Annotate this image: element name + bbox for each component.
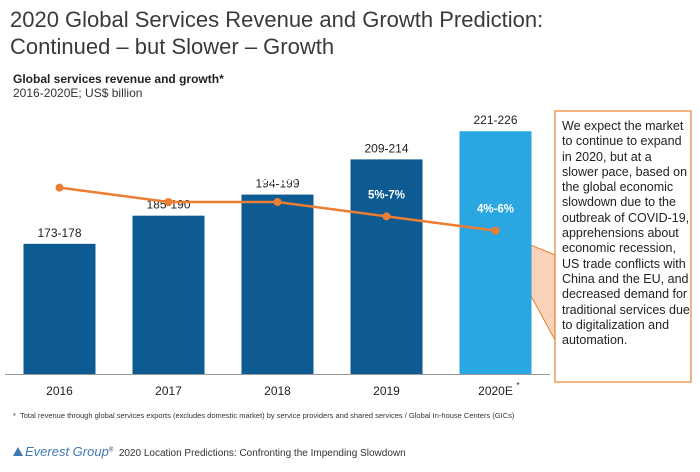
brand-registered-mark: ® xyxy=(108,447,114,454)
bar-2019 xyxy=(350,159,423,374)
growth-point xyxy=(382,212,391,221)
x-tick-label: 2018 xyxy=(264,384,291,398)
footer-text: 2020 Location Predictions: Confronting t… xyxy=(118,448,406,459)
page-title: 2020 Global Services Revenue and Growth … xyxy=(10,6,570,60)
growth-point xyxy=(491,226,500,235)
growth-point xyxy=(55,183,64,192)
growth-label: 6%-8% xyxy=(150,175,187,187)
bar-value-label: 194-199 xyxy=(255,177,299,191)
growth-point xyxy=(164,198,173,206)
growth-label: 7%-9% xyxy=(41,161,78,173)
bar-value-label: 173-178 xyxy=(37,226,81,240)
callout-text: We expect the market to continue to expa… xyxy=(562,119,690,348)
brand-logo-icon xyxy=(13,447,23,456)
chart-subtitle: Global services revenue and growth* xyxy=(13,72,224,86)
footnote-marker: * xyxy=(13,411,16,420)
bar-value-label: 221-226 xyxy=(473,113,517,127)
brand-name: Everest Group xyxy=(25,444,109,459)
chart-units: 2016-2020E; US$ billion xyxy=(13,86,143,100)
footnote-text: Total revenue through global services ex… xyxy=(19,411,515,420)
x-tick-marker: * xyxy=(517,381,520,390)
title-line-1: 2020 Global Services Revenue and Growth … xyxy=(10,7,544,32)
title-line-2: Continued – but Slower – Growth xyxy=(10,34,335,59)
bar-2016 xyxy=(23,243,96,374)
x-tick-label: 2016 xyxy=(46,384,73,398)
growth-label: 5%-7% xyxy=(368,189,405,201)
growth-label: 4%-6% xyxy=(477,204,514,216)
bar-value-label: 209-214 xyxy=(364,141,408,155)
growth-label: 6%-8% xyxy=(259,175,296,187)
callout-box xyxy=(554,110,692,383)
bar-2020E xyxy=(459,131,532,374)
footnote: * Total revenue through global services … xyxy=(13,411,514,420)
x-tick-label: 2019 xyxy=(373,384,400,398)
bar-2017 xyxy=(132,215,205,374)
growth-point xyxy=(273,198,282,206)
x-tick-label: 2017 xyxy=(155,384,182,398)
footer: Everest Group® 2020 Location Predictions… xyxy=(13,444,406,459)
bar-2018 xyxy=(241,194,314,374)
x-tick-label: 2020E xyxy=(478,384,513,398)
